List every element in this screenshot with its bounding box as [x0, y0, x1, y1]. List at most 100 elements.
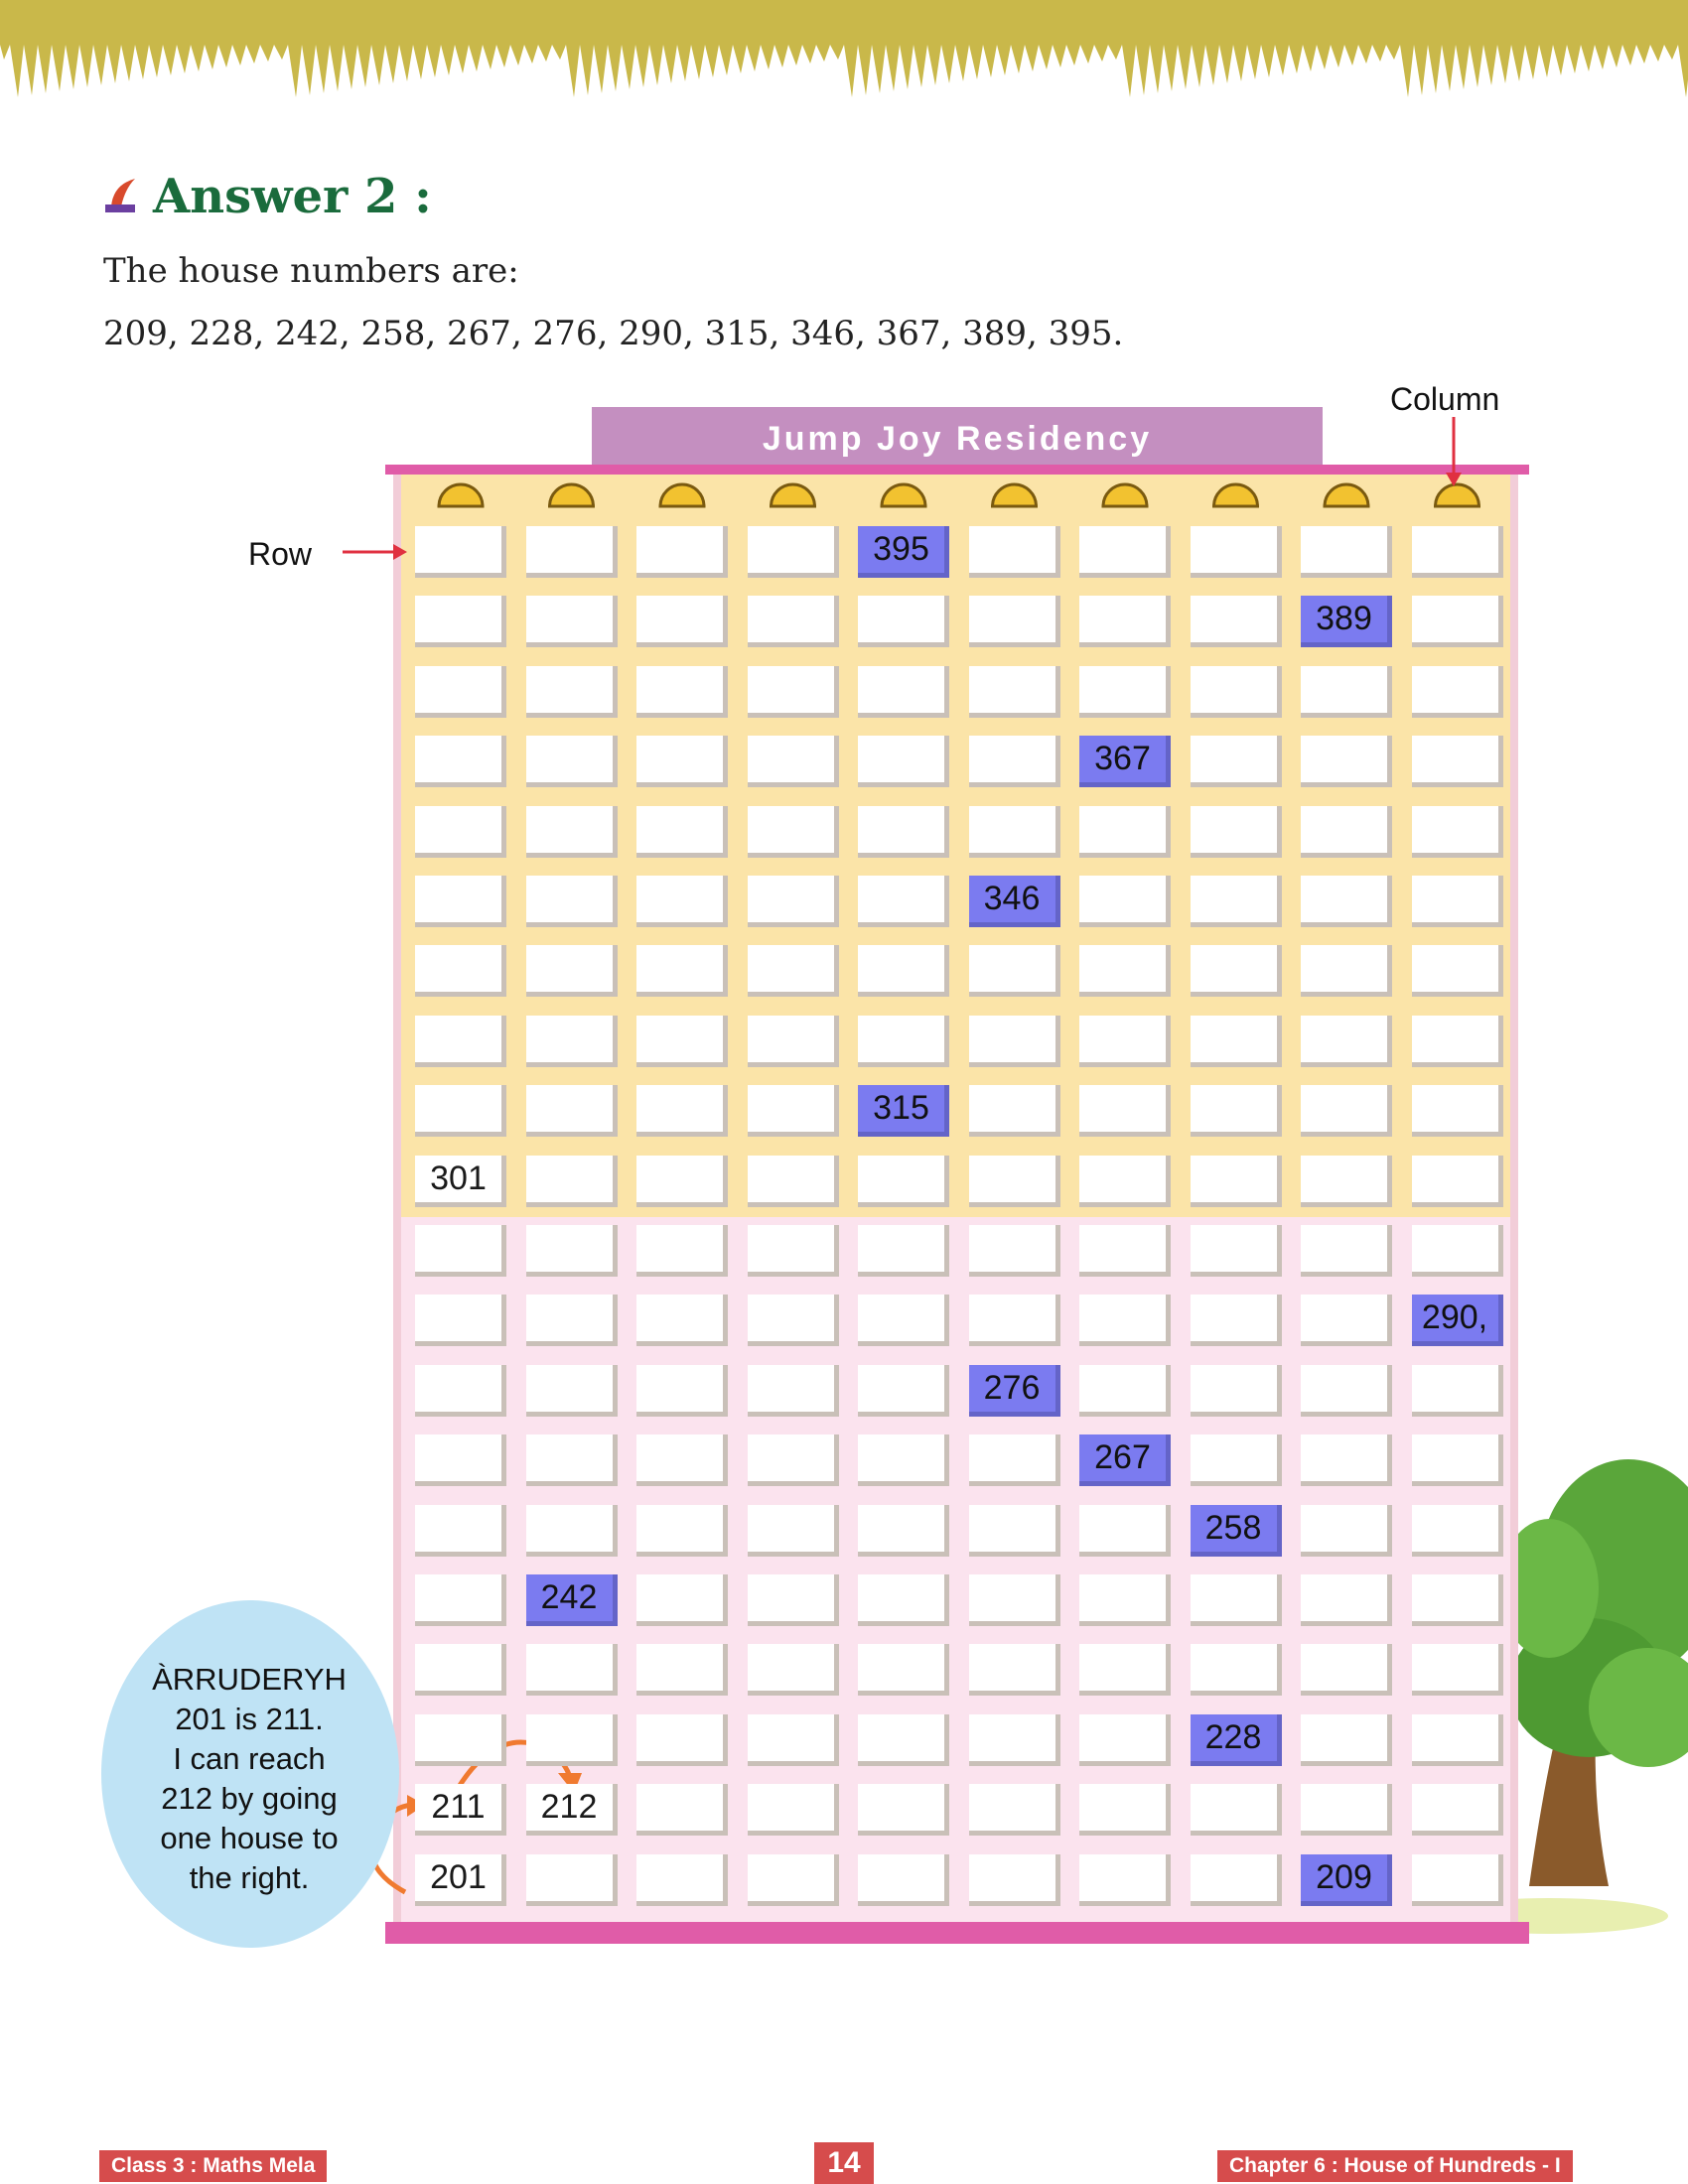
house-window: [525, 526, 618, 578]
house-window: [525, 596, 618, 648]
house-window: [415, 665, 506, 718]
row-label: Row: [248, 536, 313, 572]
house-number: 276: [968, 1364, 1060, 1417]
house-window: [1190, 1364, 1282, 1417]
house-window: [1079, 1504, 1171, 1557]
house-window: [858, 805, 949, 858]
house-window: [1079, 1015, 1171, 1067]
roof-sign: [592, 407, 1323, 465]
house-window: [747, 1155, 839, 1207]
bubble-line: one house to: [160, 1821, 339, 1855]
house-window: [1411, 1225, 1503, 1277]
tree-icon: [1430, 1459, 1688, 1934]
house-window: [1411, 1364, 1503, 1417]
house-window: [525, 1504, 618, 1557]
house-window: [1411, 1784, 1503, 1837]
house-window: [1190, 1434, 1282, 1487]
house-window: [525, 1015, 618, 1067]
house-window: [636, 1434, 728, 1487]
house-window: [1079, 1784, 1171, 1837]
house-window: [1079, 1155, 1171, 1207]
house-window: [1411, 1434, 1503, 1487]
house-window: [747, 1644, 839, 1697]
house-window: [636, 1015, 728, 1067]
house-window: [1190, 1295, 1282, 1347]
arrow-right-icon: [343, 544, 407, 560]
bubble-line: I can reach: [173, 1741, 326, 1776]
house-window: [415, 1364, 506, 1417]
house-window: [1190, 805, 1282, 858]
house-window: [636, 1085, 728, 1138]
house-window: [1411, 736, 1503, 788]
house-number: 228: [1190, 1713, 1282, 1766]
house-window: [858, 876, 949, 927]
house-window: [858, 1574, 949, 1626]
house-window: [858, 945, 949, 998]
house-window: [1411, 526, 1503, 578]
house-window: [525, 876, 618, 927]
house-window: [415, 1085, 506, 1138]
bubble-line: 212 by going: [161, 1781, 338, 1816]
house-window: [747, 1295, 839, 1347]
house-window: [636, 1853, 728, 1906]
house-window: [1190, 945, 1282, 998]
house-window: [968, 596, 1060, 648]
house-window: [1301, 1713, 1392, 1766]
house-window: [1411, 1713, 1503, 1766]
house-window: [1190, 1784, 1282, 1837]
house-window: [525, 1085, 618, 1138]
answer-heading: Answer 2 :: [103, 169, 432, 224]
house-window: [1079, 526, 1171, 578]
house-window: [747, 1434, 839, 1487]
house-window: [525, 1364, 618, 1417]
house-window: [415, 945, 506, 998]
house-window: [1301, 1574, 1392, 1626]
house-window: [525, 1295, 618, 1347]
house-number: 201: [415, 1853, 506, 1906]
house-window: [1190, 876, 1282, 927]
lamp-icon: [880, 482, 927, 508]
footer-book-title: Class 3 : Maths Mela: [99, 2150, 328, 2182]
house-window: [747, 1713, 839, 1766]
house-window: [747, 1015, 839, 1067]
lamp-icon: [658, 482, 706, 508]
house-window: [858, 736, 949, 788]
house-window: [1190, 665, 1282, 718]
house-window: [1190, 1085, 1282, 1138]
house-window: [525, 945, 618, 998]
house-window: [525, 665, 618, 718]
house-window: [1301, 1295, 1392, 1347]
bubble-line: ÀRRUDERYH: [152, 1662, 347, 1697]
house-window: [858, 1784, 949, 1837]
base-beam: [385, 1922, 1529, 1944]
lamp-icon: [547, 482, 596, 508]
house-window: [747, 1504, 839, 1557]
house-window: [1079, 665, 1171, 718]
house-window: [1411, 1504, 1503, 1557]
house-window: [1301, 736, 1392, 788]
house-window: [858, 1364, 949, 1417]
house-window: [858, 1295, 949, 1347]
bubble-line: 201 is 211.: [175, 1702, 324, 1736]
house-window: [1301, 805, 1392, 858]
house-window: [968, 1295, 1060, 1347]
house-window: [1301, 1225, 1392, 1277]
house-window: [968, 1504, 1060, 1557]
house-number: 209: [1301, 1853, 1392, 1906]
building-name: Jump Joy Residency: [763, 420, 1152, 458]
house-window: [1190, 1225, 1282, 1277]
house-window: [525, 1644, 618, 1697]
house-window: [415, 1644, 506, 1697]
house-window: [968, 1085, 1060, 1138]
house-window: [1301, 1364, 1392, 1417]
house-window: [968, 665, 1060, 718]
house-window: [1301, 526, 1392, 578]
house-window: [1079, 1574, 1171, 1626]
house-window: [968, 526, 1060, 578]
house-number: 267: [1079, 1434, 1171, 1487]
house-window: [747, 945, 839, 998]
house-number: 212: [525, 1784, 618, 1837]
house-window: [636, 1364, 728, 1417]
house-number: 315: [858, 1085, 949, 1138]
house-window: [858, 665, 949, 718]
